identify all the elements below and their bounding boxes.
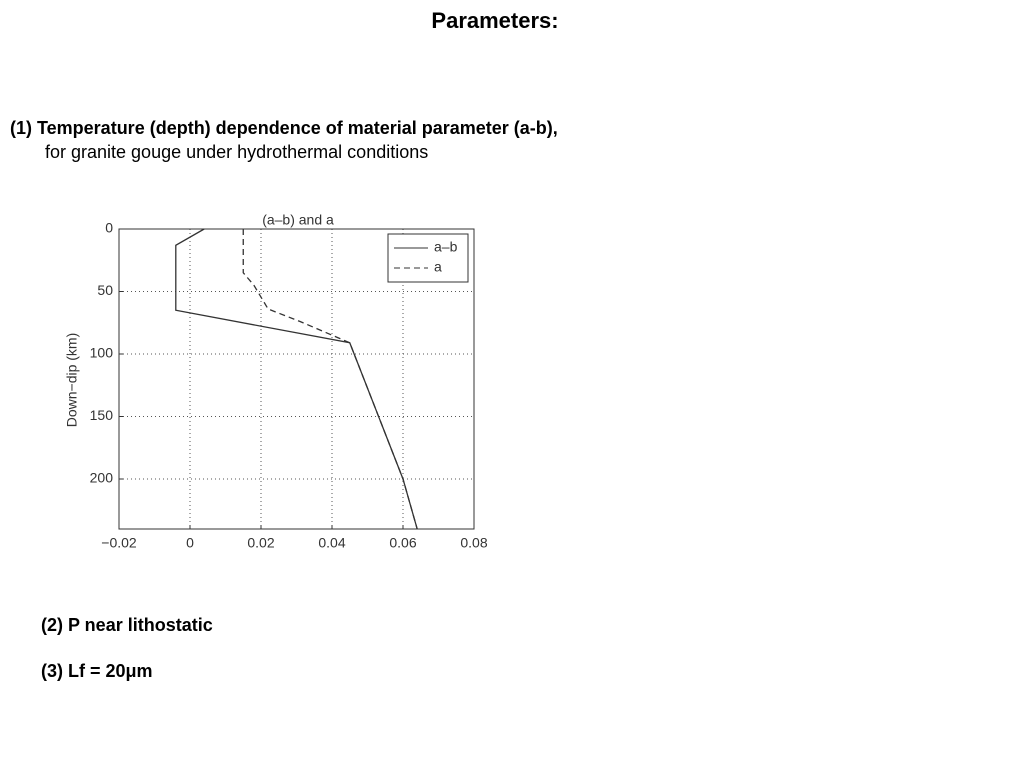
- slide-title: Parameters:: [431, 8, 559, 33]
- y-axis-label: Down−dip (km): [64, 333, 80, 428]
- item-detail: for granite gouge under hydrothermal con…: [45, 142, 429, 162]
- x-tick-label: 0: [186, 535, 194, 551]
- x-tick-label: 0.06: [389, 535, 416, 551]
- x-tick-label: 0.04: [318, 535, 345, 551]
- x-tick-label: 0.08: [460, 535, 487, 551]
- series-line: [175, 228, 418, 530]
- item-heading: (1) Temperature (depth) dependence of ma…: [10, 118, 558, 138]
- legend-label: a–b: [434, 239, 458, 255]
- y-tick-label: 100: [90, 345, 114, 361]
- legend-box: [387, 233, 469, 283]
- chart: (a–b) and a Down−dip (km) −0.02 0 0.02 0.04…: [64, 212, 488, 551]
- y-tick-label: 200: [90, 470, 114, 486]
- series-line: [242, 229, 418, 530]
- item-heading: (3) Lf = 20μm: [41, 661, 153, 681]
- x-tick-label: −0.02: [101, 535, 137, 551]
- plot-frame: [118, 228, 475, 530]
- chart-title: (a–b) and a: [262, 212, 334, 228]
- item-heading: (2) P near lithostatic: [41, 615, 213, 635]
- y-tick-label: 0: [105, 220, 113, 236]
- legend-label: a: [434, 259, 442, 275]
- y-tick-label: 50: [97, 282, 113, 298]
- y-tick-label: 150: [90, 407, 114, 423]
- x-tick-label: 0.02: [247, 535, 274, 551]
